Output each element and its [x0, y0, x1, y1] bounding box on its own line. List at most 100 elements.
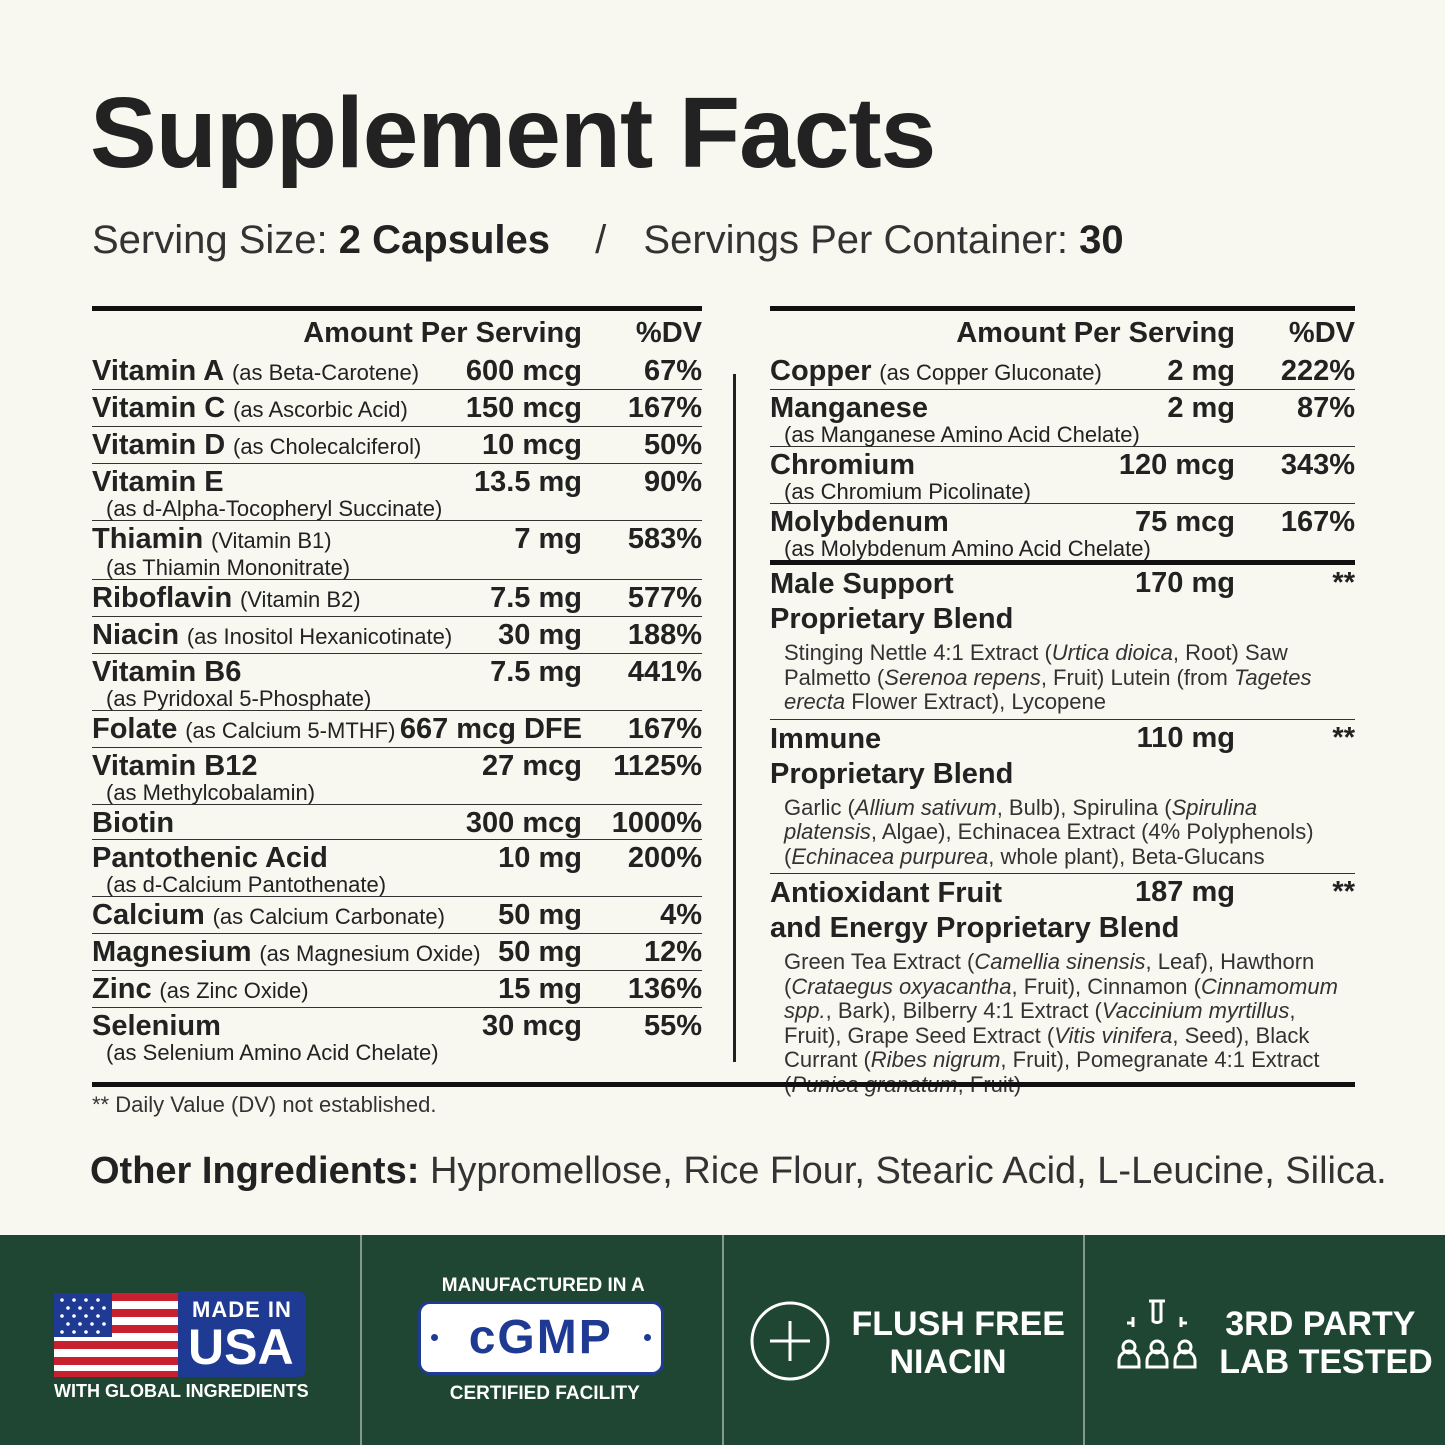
nutrient-name-line: Pantothenic Acid — [92, 840, 702, 874]
nutrient-amount: 600 mcg — [465, 355, 582, 387]
other-ingredients-value: Hypromellose, Rice Flour, Stearic Acid, … — [429, 1150, 1387, 1192]
manufactured-in-text: MANUFACTURED IN A — [441, 1275, 645, 1296]
nutrient-source: (as Magnesium Oxide) — [259, 941, 481, 966]
made-in-text: MADE IN — [192, 1297, 292, 1322]
nutrient-name-line: Biotin — [92, 805, 702, 839]
nutrient-source-detail: (as Selenium Amino Acid Chelate) — [106, 1040, 439, 1065]
column-amount-header: Amount Per Serving — [956, 317, 1235, 349]
nutrient-amount: 300 mcg — [465, 807, 582, 839]
nutrient-name: Niacin — [92, 619, 180, 651]
badge-cgmp: MANUFACTURED IN A cGMP CERTIFIED FACILIT… — [362, 1235, 724, 1445]
flush-free-text: FLUSH FREE — [851, 1305, 1065, 1343]
blend-daily-value: ** — [1332, 876, 1355, 908]
nutrient-row: Folate (as Calcium 5-MTHF) 667 mcg DFE 167… — [92, 710, 702, 747]
nutrient-row: Selenium (as Selenium Amino Acid Chelate)… — [92, 1007, 702, 1064]
nutrient-daily-value: 90% — [643, 466, 702, 498]
other-ingredients: Other Ingredients: Hypromellose, Rice Fl… — [90, 1150, 1387, 1193]
nutrient-daily-value: 50% — [643, 429, 702, 461]
other-ingredients-label: Other Ingredients: — [90, 1150, 420, 1192]
column-divider — [733, 374, 736, 1062]
page-title: Supplement Facts — [90, 77, 936, 189]
nutrient-source: (as Beta-Carotene) — [231, 360, 420, 385]
blend-amount: 110 mg — [1136, 721, 1235, 754]
blend-amount: 170 mg — [1135, 567, 1235, 599]
nutrient-daily-value: 67% — [643, 355, 702, 387]
nutrient-amount: 13.5 mg — [474, 466, 582, 498]
nutrient-amount: 150 mcg — [465, 392, 582, 424]
certified-facility-text: CERTIFIED FACILITY — [449, 1383, 640, 1404]
nutrient-amount: 75 mcg — [1135, 506, 1235, 538]
nutrient-daily-value: 167% — [1280, 506, 1355, 538]
nutrient-source: (as Cholecalciferol) — [233, 434, 422, 459]
blend-name: Antioxidant Fruit — [770, 877, 1002, 909]
nutrient-name: Folate — [92, 713, 178, 745]
cgmp-logo: cGMP — [417, 1301, 664, 1375]
nutrient-amount: 15 mg — [498, 973, 582, 1005]
niacin-text: NIACIN — [889, 1343, 1007, 1381]
nutrient-row: Manganese (as Manganese Amino Acid Chelat… — [770, 389, 1355, 446]
blend-name: Immune — [770, 722, 882, 755]
proprietary-blends: Male Support Proprietary Blend 170 mg ** Sti… — [770, 560, 1355, 1101]
third-party-text: 3RD PARTY — [1225, 1305, 1416, 1343]
nutrient-source: (as Inositol Hexanicotinate) — [186, 624, 453, 649]
nutrient-row: Niacin (as Inositol Hexanicotinate) 30 mg… — [92, 616, 702, 653]
nutrient-name: Biotin — [92, 807, 175, 839]
serving-size-label: Serving Size: — [92, 218, 328, 262]
nutrient-daily-value: 167% — [627, 392, 702, 424]
nutrient-daily-value: 1000% — [611, 807, 702, 839]
nutrient-name-line: Vitamin E — [92, 464, 702, 498]
nutrient-name: Vitamin C — [92, 392, 226, 424]
nutrient-source-detail: (as d-Alpha-Tocopheryl Succinate) — [106, 496, 443, 521]
blend-row: Immune Proprietary Blend 110 mg ** Garlic (A… — [770, 718, 1355, 874]
nutrient-name: Magnesium — [92, 936, 252, 968]
nutrient-amount: 10 mg — [498, 842, 582, 874]
nutrient-table-left: Amount Per Serving %DV Vitamin A (as Bet… — [92, 306, 702, 1064]
nutrient-name-line: Niacin (as Inositol Hexanicotinate) — [92, 617, 702, 653]
serving-size-value: 2 Capsules — [338, 218, 551, 262]
nutrient-name: Vitamin A — [92, 355, 225, 387]
nutrient-daily-value: 343% — [1280, 449, 1355, 481]
column-dv-header: %DV — [635, 317, 702, 349]
nutrient-row: Zinc (as Zinc Oxide) 15 mg 136% — [92, 970, 702, 1007]
global-ingredients-text: WITH GLOBAL INGREDIENTS — [54, 1381, 309, 1401]
nutrient-row: Vitamin D (as Cholecalciferol) 10 mcg 50% — [92, 426, 702, 463]
nutrient-name-line: Vitamin A (as Beta-Carotene) — [92, 353, 702, 389]
column-dv-header: %DV — [1288, 317, 1355, 349]
blend-name: Male Support — [770, 568, 954, 600]
nutrient-daily-value: 167% — [627, 713, 702, 745]
nutrient-daily-value: 577% — [627, 582, 702, 614]
nutrient-daily-value: 1125% — [613, 750, 702, 782]
nutrient-amount: 667 mcg DFE — [399, 713, 582, 745]
nutrient-daily-value: 188% — [627, 619, 702, 651]
trust-badges-band: MADE IN USA WITH GLOBAL INGREDIENTS MANU… — [0, 1235, 1445, 1445]
nutrient-name: Vitamin E — [92, 466, 224, 498]
nutrient-name: Riboflavin — [92, 582, 233, 614]
serving-separator: / — [595, 218, 607, 262]
nutrient-amount: 27 mcg — [482, 750, 582, 782]
blend-daily-value: ** — [1332, 721, 1355, 754]
plus-circle-icon — [750, 1301, 829, 1381]
nutrient-amount: 7.5 mg — [490, 656, 582, 688]
nutrient-daily-value: 200% — [627, 842, 702, 874]
nutrient-amount: 50 mg — [498, 899, 582, 931]
nutrient-name: Molybdenum — [770, 506, 949, 538]
nutrient-name-line: Vitamin C (as Ascorbic Acid) — [92, 390, 702, 426]
nutrient-name: Manganese — [770, 392, 928, 424]
lab-team-icon — [1117, 1299, 1197, 1369]
dot-icon — [430, 1334, 438, 1341]
nutrient-row: Vitamin E (as d-Alpha-Tocopheryl Succinat… — [92, 463, 702, 520]
nutrient-name-line: Vitamin B6 — [92, 654, 702, 688]
column-amount-header: Amount Per Serving — [303, 317, 582, 349]
nutrient-amount: 2 mg — [1167, 392, 1235, 424]
badge-flush-free-niacin: FLUSH FREE NIACIN — [724, 1235, 1086, 1445]
nutrient-name-line: Calcium (as Calcium Carbonate) — [92, 897, 702, 933]
nutrient-amount: 7.5 mg — [490, 582, 582, 614]
nutrient-daily-value: 583% — [627, 523, 702, 555]
nutrient-name-line: Magnesium (as Magnesium Oxide) — [92, 934, 702, 970]
blend-name-line2: Proprietary Blend — [770, 757, 1014, 790]
blend-ingredients: Stinging Nettle 4:1 Extract (Urtica dioi… — [784, 640, 1312, 714]
nutrient-name-line: Vitamin D (as Cholecalciferol) — [92, 427, 702, 463]
table-header-right: Amount Per Serving %DV — [770, 311, 1355, 353]
nutrient-name: Chromium — [770, 449, 915, 481]
blend-name-line2: Proprietary Blend — [770, 603, 1014, 635]
